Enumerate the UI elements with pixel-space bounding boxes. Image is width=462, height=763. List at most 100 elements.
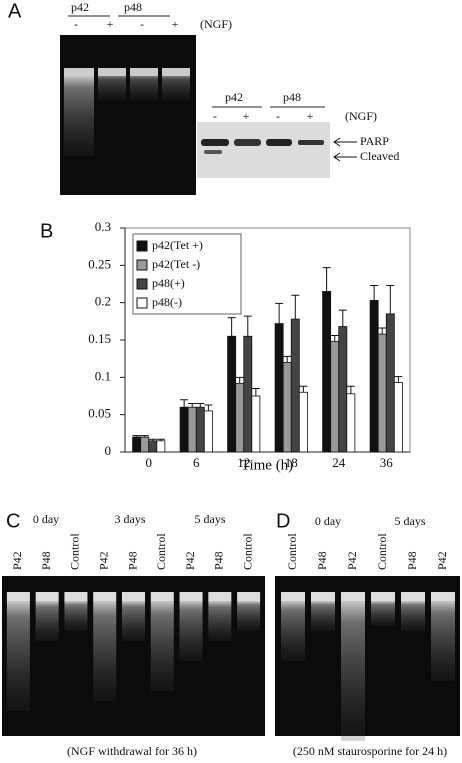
- lane-label: Control: [154, 533, 168, 570]
- treatment-label: (NGF): [345, 109, 377, 123]
- lane-label: P42: [435, 551, 449, 570]
- gel-smear: [281, 601, 305, 661]
- gel-smear: [6, 601, 30, 711]
- bar: [385, 313, 395, 453]
- caption: (NGF withdrawal for 36 h): [67, 744, 197, 758]
- group-label: 0 day: [315, 514, 341, 528]
- legend-swatch: [136, 297, 148, 309]
- bar: [140, 436, 150, 453]
- lane-label: Control: [240, 533, 254, 570]
- gel-well: [35, 592, 59, 601]
- gel-well: [237, 592, 261, 601]
- group-label: 3 days: [115, 512, 146, 526]
- legend-label: p48(-): [152, 295, 182, 309]
- legend-label: p42(Tet -): [152, 257, 200, 271]
- y-tick-label: 0.05: [88, 406, 111, 421]
- error-bar: [180, 399, 189, 408]
- gel-smear: [401, 601, 425, 631]
- bar: [227, 335, 237, 453]
- bar: [338, 326, 348, 453]
- x-tick-label: 12: [237, 455, 250, 470]
- treatment-label: (NGF): [200, 17, 232, 31]
- bar: [322, 291, 332, 453]
- bar: [195, 406, 205, 453]
- lane-label: P42: [183, 551, 197, 570]
- bar: [187, 406, 197, 453]
- error-bar: [386, 284, 395, 314]
- gel-well: [341, 592, 365, 601]
- lane-label: -: [276, 109, 280, 123]
- marker-label: Cleaved: [360, 149, 399, 163]
- y-tick-label: 0: [105, 443, 112, 458]
- bar: [274, 323, 284, 453]
- bar: [243, 335, 253, 453]
- bar: [330, 341, 340, 453]
- gel-lanes: [64, 68, 190, 156]
- gel-smear: [121, 601, 146, 641]
- bar: [132, 436, 142, 453]
- error-bar: [370, 284, 379, 301]
- gel-well: [179, 592, 203, 601]
- lane-label: +: [307, 109, 314, 123]
- bar: [369, 300, 379, 453]
- gel: [275, 576, 460, 736]
- gel-smear: [208, 601, 232, 641]
- error-bar: [394, 376, 403, 383]
- blot-bands: [201, 139, 324, 154]
- gel-well: [150, 592, 174, 601]
- bar: [290, 318, 300, 453]
- gel-smear: [341, 601, 365, 741]
- group-label: p48: [124, 0, 142, 14]
- x-axis-title: Time (h): [241, 457, 293, 473]
- error-bar: [322, 267, 331, 292]
- group-label: p42: [225, 90, 243, 104]
- group-label: 5 days: [195, 512, 226, 526]
- group-label: 0 day: [33, 512, 59, 526]
- error-bar: [204, 404, 213, 411]
- bar: [251, 395, 261, 453]
- error-bar: [148, 438, 157, 441]
- gel-smear: [237, 601, 261, 631]
- y-tick-label: 0.3: [95, 219, 111, 234]
- bar: [282, 361, 292, 453]
- lane-label: P42: [10, 551, 24, 570]
- lane-label: Control: [68, 533, 82, 570]
- caption: (250 nM staurosporine for 24 h): [293, 744, 447, 758]
- gel-well: [371, 592, 395, 601]
- x-tick-label: 24: [332, 455, 346, 470]
- bar: [346, 393, 356, 453]
- panel-label: A: [8, 0, 22, 22]
- bar: [377, 333, 387, 453]
- legend-swatch: [136, 278, 148, 290]
- bar: [156, 440, 166, 453]
- error-bar: [299, 385, 308, 393]
- gel-smear: [311, 601, 335, 631]
- error-bar: [156, 438, 165, 441]
- lane-label: P48: [39, 551, 53, 570]
- bar: [393, 382, 403, 453]
- panel-label: D: [276, 510, 290, 532]
- gel-well: [121, 592, 146, 601]
- gel-well: [6, 592, 30, 601]
- lane-label: Control: [285, 533, 299, 570]
- group-label: p48: [283, 90, 301, 104]
- gel-smear: [150, 601, 174, 691]
- y-tick-label: 0.1: [95, 368, 111, 383]
- gel-well: [208, 592, 232, 601]
- error-bar: [243, 315, 252, 337]
- x-tick-label: 36: [380, 455, 394, 470]
- panel-label: C: [6, 510, 20, 532]
- arrows: [333, 137, 357, 162]
- y-tick-label: 0.2: [95, 294, 111, 309]
- legend-label: p48(+): [152, 276, 185, 290]
- gel-well: [311, 592, 335, 601]
- group-label: p42: [71, 0, 89, 14]
- error-bar: [132, 435, 141, 438]
- y-tick-label: 0.15: [88, 331, 111, 346]
- error-bar: [338, 309, 347, 327]
- legend-box: [132, 233, 242, 315]
- lane-label: P48: [212, 551, 226, 570]
- error-bar: [330, 335, 339, 342]
